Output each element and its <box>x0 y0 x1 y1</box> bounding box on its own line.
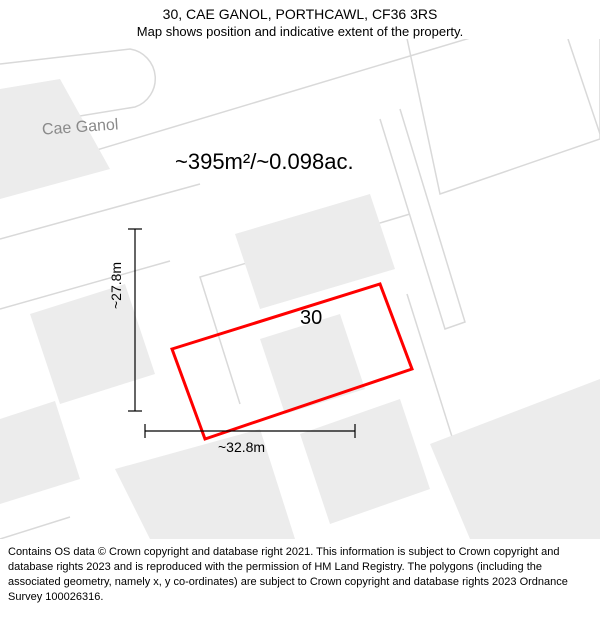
page-title: 30, CAE GANOL, PORTHCAWL, CF36 3RS <box>0 6 600 22</box>
header: 30, CAE GANOL, PORTHCAWL, CF36 3RS Map s… <box>0 0 600 39</box>
dimension-width: ~32.8m <box>218 439 265 455</box>
area-label: ~395m²/~0.098ac. <box>175 149 354 175</box>
plot-number-label: 30 <box>300 307 322 330</box>
page-subtitle: Map shows position and indicative extent… <box>0 24 600 39</box>
map-container: Cae Ganol ~395m²/~0.098ac. 30 ~27.8m ~32… <box>0 39 600 539</box>
copyright-footer: Contains OS data © Crown copyright and d… <box>0 539 600 604</box>
map-svg <box>0 39 600 539</box>
dimension-height: ~27.8m <box>108 262 124 309</box>
